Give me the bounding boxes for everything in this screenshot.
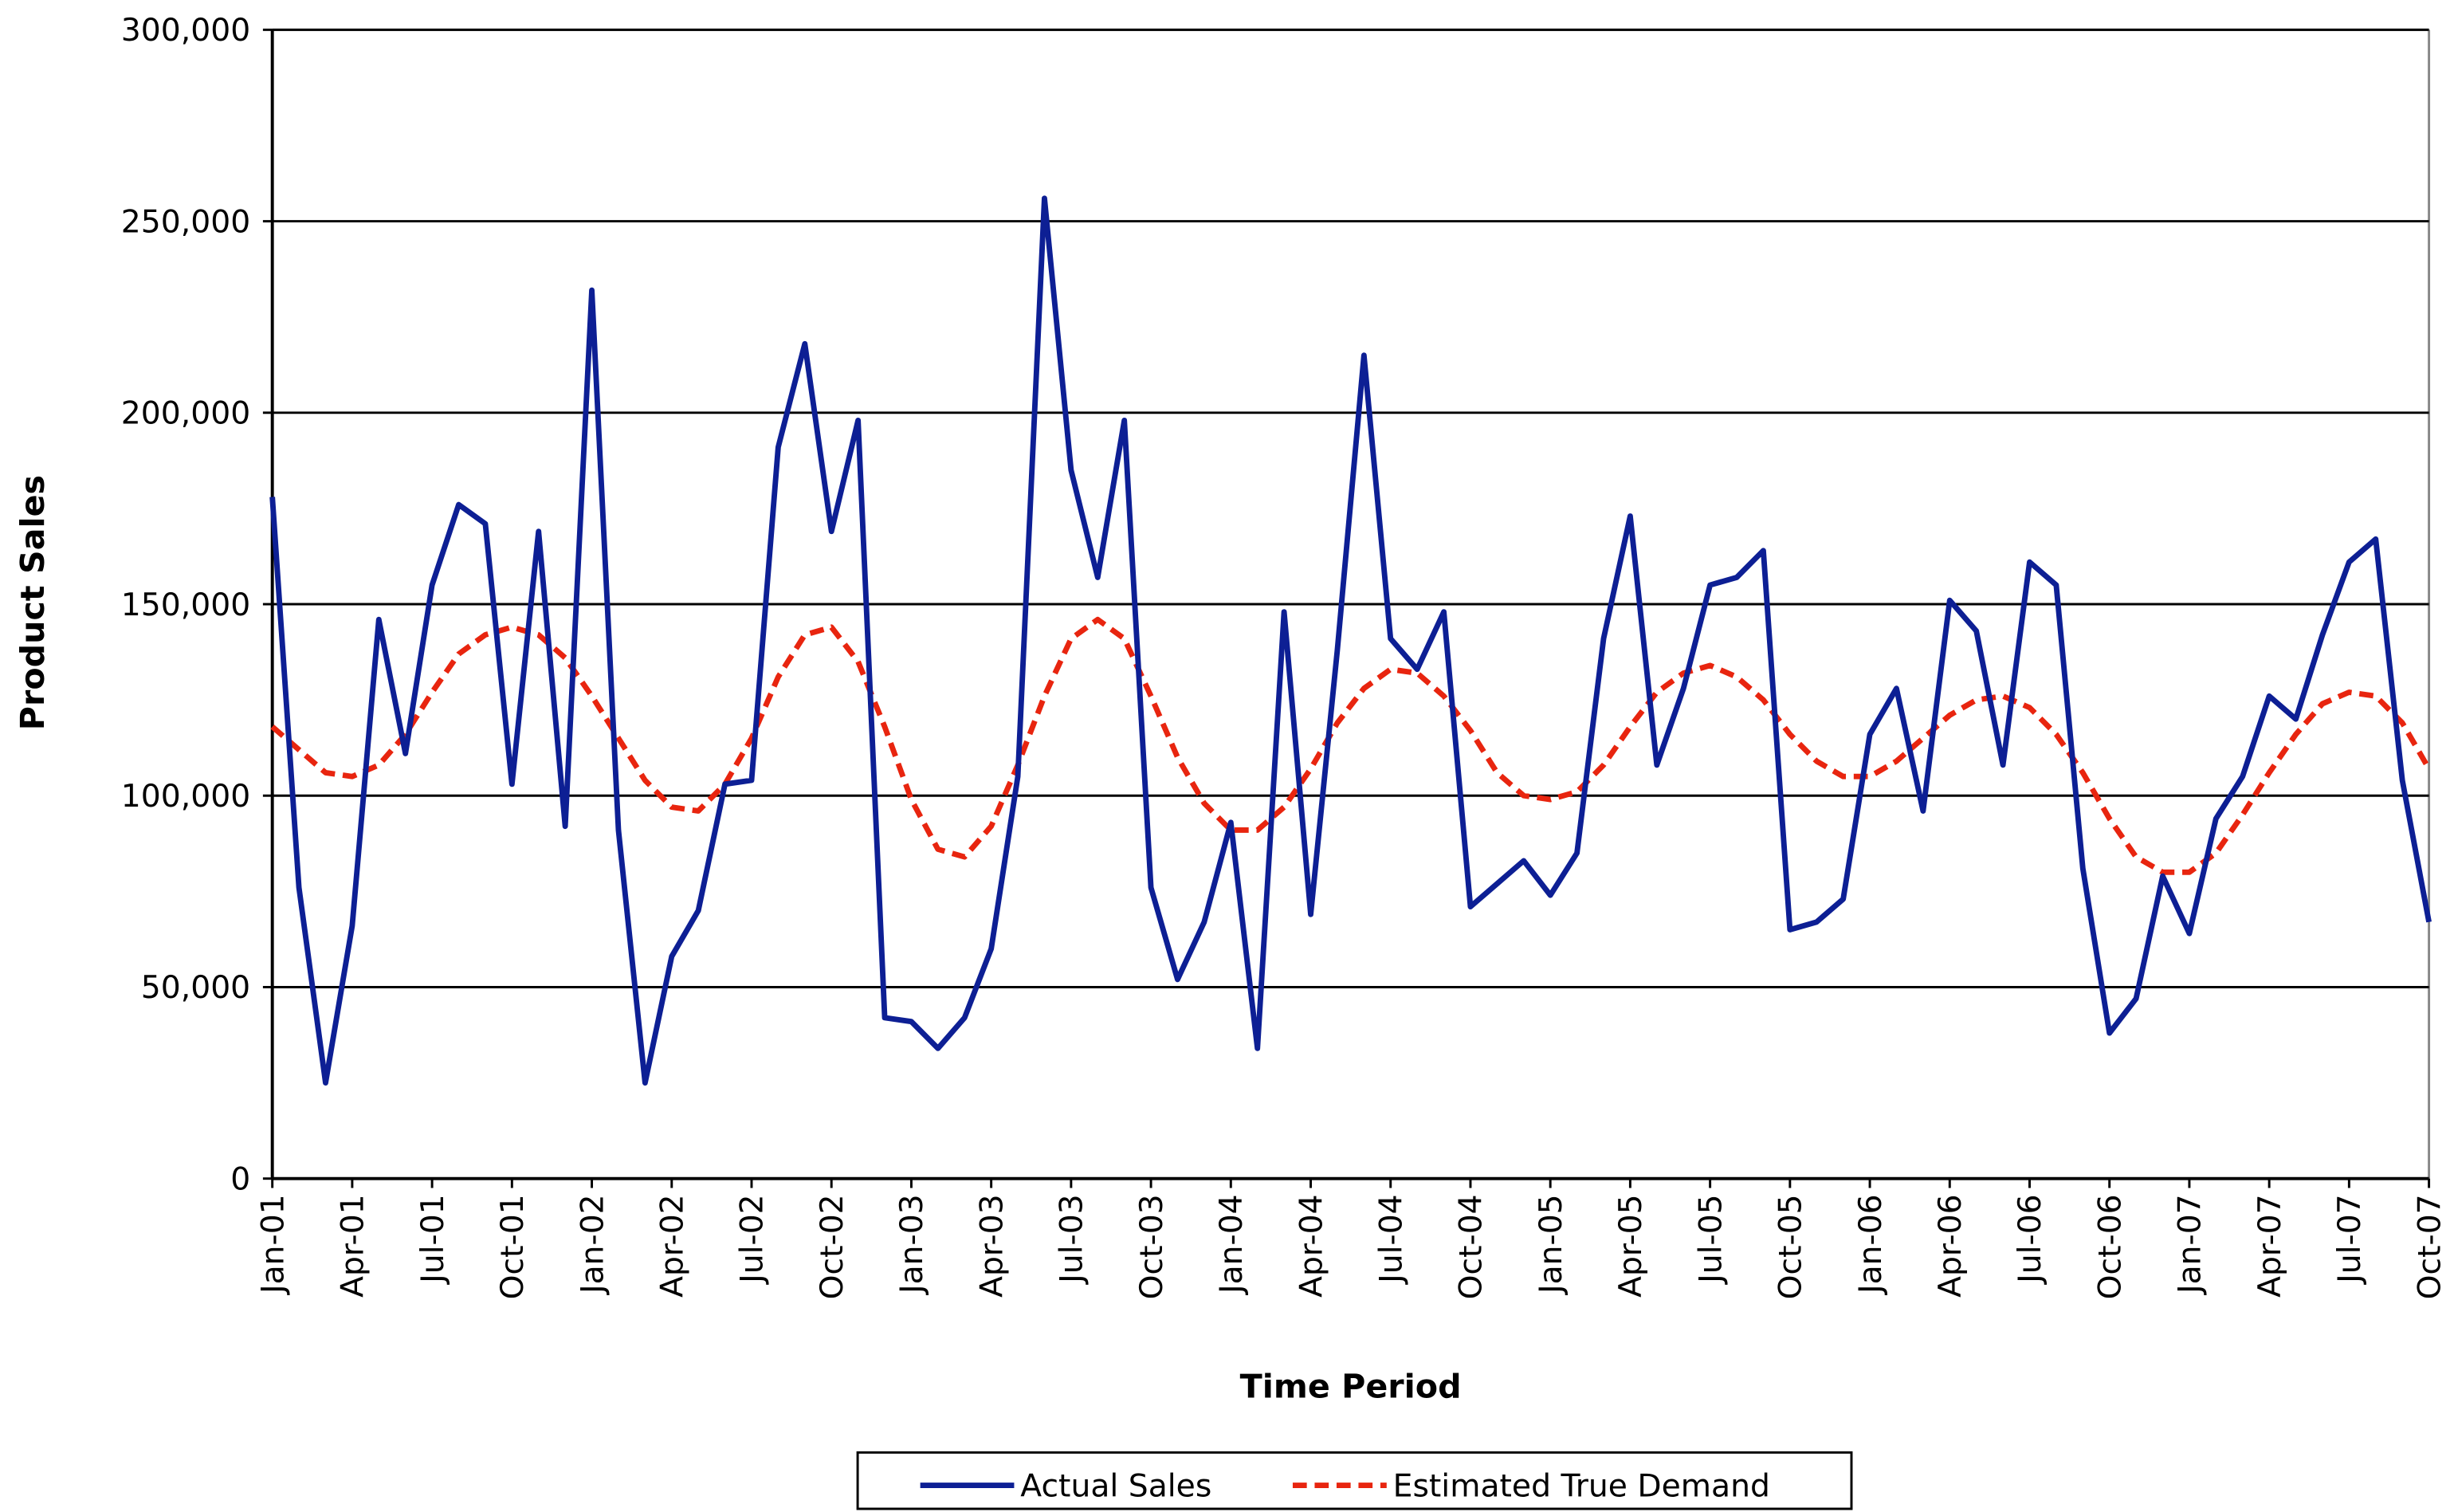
x-tick-label: Jan-07 bbox=[2173, 1194, 2209, 1296]
x-tick-label: Oct-02 bbox=[815, 1194, 850, 1299]
x-tick-label: Oct-04 bbox=[1454, 1194, 1490, 1299]
x-tick-label: Apr-06 bbox=[1933, 1194, 1969, 1298]
x-tick-label: Jan-01 bbox=[255, 1194, 291, 1296]
y-tick-label: 200,000 bbox=[121, 396, 250, 432]
series-line bbox=[270, 616, 2432, 875]
x-tick-label: Jul-04 bbox=[1373, 1194, 1409, 1286]
x-tick-label: Oct-06 bbox=[2092, 1194, 2128, 1299]
x-tick-label: Oct-01 bbox=[495, 1194, 531, 1299]
y-tick-label: 150,000 bbox=[121, 587, 250, 623]
x-tick-label: Jan-06 bbox=[1853, 1194, 1889, 1296]
series-line bbox=[269, 195, 2432, 1086]
x-tick-label: Apr-04 bbox=[1294, 1194, 1329, 1298]
x-tick-label: Apr-07 bbox=[2252, 1194, 2288, 1298]
x-tick-label: Apr-03 bbox=[974, 1194, 1010, 1298]
x-tick-label: Jan-04 bbox=[1214, 1194, 1250, 1296]
legend-label: Estimated True Demand bbox=[1393, 1468, 1770, 1504]
x-tick-label: Jul-07 bbox=[2332, 1194, 2368, 1286]
y-tick-label: 250,000 bbox=[121, 204, 250, 240]
x-tick-label: Apr-01 bbox=[336, 1194, 371, 1298]
x-tick-label: Jul-03 bbox=[1054, 1194, 1090, 1286]
y-axis-title: Product Sales bbox=[14, 475, 52, 730]
x-tick-label: Oct-03 bbox=[1134, 1194, 1170, 1299]
x-tick-label: Jul-05 bbox=[1693, 1194, 1729, 1286]
y-tick-label: 300,000 bbox=[121, 13, 250, 49]
legend-label: Actual Sales bbox=[1020, 1468, 1211, 1504]
x-tick-label: Oct-05 bbox=[1773, 1194, 1809, 1299]
legend-box bbox=[856, 1451, 1853, 1510]
y-tick-label: 50,000 bbox=[141, 970, 250, 1006]
x-tick-label: Apr-02 bbox=[655, 1194, 691, 1298]
x-tick-label: Oct-07 bbox=[2412, 1194, 2448, 1299]
y-tick-label: 0 bbox=[230, 1161, 250, 1197]
x-tick-label: Jan-02 bbox=[575, 1194, 611, 1296]
y-tick-label: 100,000 bbox=[121, 779, 250, 815]
x-tick-label: Jan-03 bbox=[894, 1194, 930, 1296]
x-axis-title: Time Period bbox=[1240, 1368, 1462, 1406]
x-tick-label: Jul-06 bbox=[2012, 1194, 2048, 1286]
x-tick-label: Jan-05 bbox=[1533, 1194, 1569, 1296]
x-tick-label: Apr-05 bbox=[1613, 1194, 1649, 1298]
x-tick-label: Jul-02 bbox=[735, 1194, 771, 1286]
x-tick-label: Jul-01 bbox=[415, 1194, 451, 1286]
